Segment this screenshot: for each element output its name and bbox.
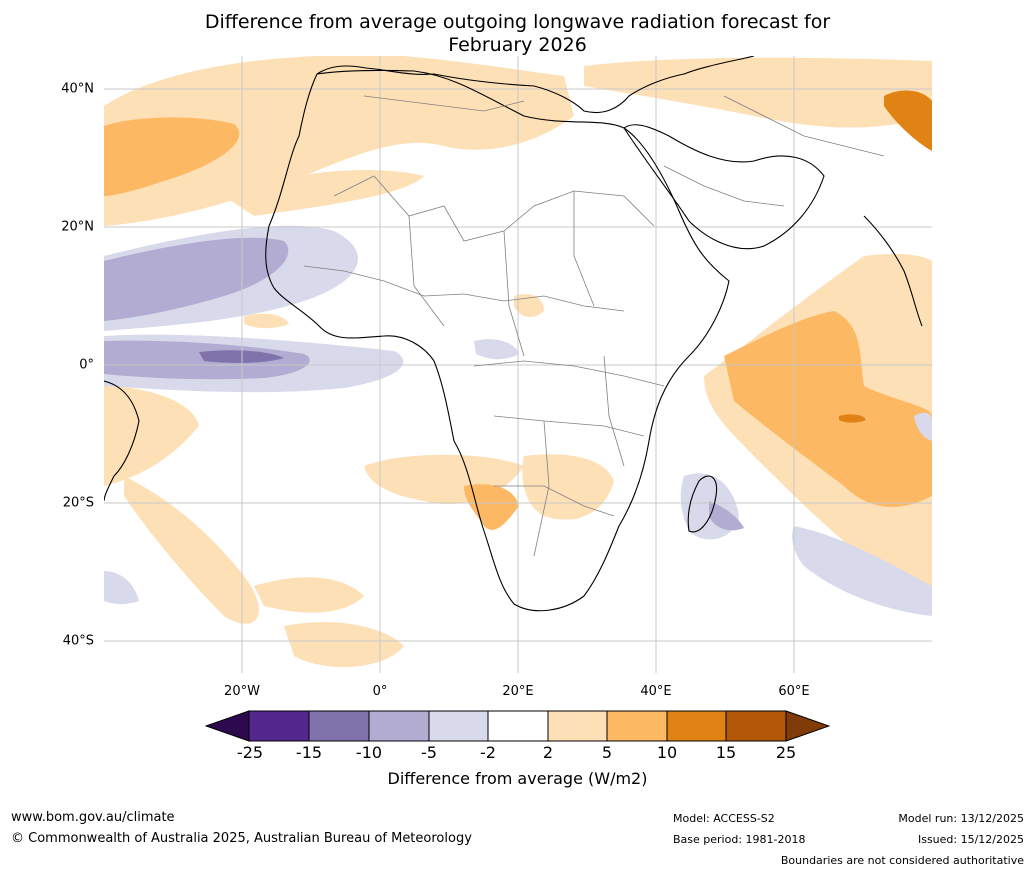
positive-anomaly-region xyxy=(514,294,544,318)
india-coastline xyxy=(863,215,923,327)
africa-coastline xyxy=(265,69,730,612)
colorbar-tick: -5 xyxy=(421,743,437,762)
lat-label-40s: 40°S xyxy=(62,633,94,649)
colorbar-tick: 5 xyxy=(601,743,613,762)
colorbar-bin xyxy=(308,710,370,742)
footer-copyright: © Commonwealth of Australia 2025, Austra… xyxy=(11,831,472,846)
colorbar-bin xyxy=(547,710,608,742)
peak-positive-anomaly-region xyxy=(884,90,932,151)
positive-anomaly-region xyxy=(584,57,932,128)
colorbar-bin xyxy=(368,710,430,742)
country-border xyxy=(723,95,885,157)
coastlines xyxy=(104,56,923,612)
strong-positive-anomaly-region xyxy=(724,311,932,507)
colorbar-bin xyxy=(248,710,310,742)
lat-label-equator: 0° xyxy=(79,357,94,373)
negative-anomaly-region xyxy=(474,339,519,360)
anomaly-shading xyxy=(104,56,932,668)
country-border xyxy=(573,191,595,307)
colorbar-tick: -15 xyxy=(295,743,323,762)
chart-title-line-1: Difference from average outgoing longwav… xyxy=(204,11,831,33)
colorbar-bin xyxy=(666,710,727,742)
arabian-peninsula-coastline xyxy=(623,124,825,250)
colorbar-tick: -2 xyxy=(480,743,496,762)
footer-base-period: Base period: 1981-2018 xyxy=(673,833,806,846)
lat-label-20n: 20°N xyxy=(61,219,94,235)
negative-anomaly-region xyxy=(792,526,932,616)
lon-label-20w: 20°W xyxy=(224,684,260,699)
country-border xyxy=(493,415,645,437)
positive-anomaly-region xyxy=(244,313,289,329)
chart-title-line-2: February 2026 xyxy=(448,34,587,56)
lat-label-20s: 20°S xyxy=(62,495,94,511)
colorbar-bin xyxy=(428,710,489,742)
positive-anomaly-region xyxy=(284,622,404,668)
country-border xyxy=(503,230,525,357)
strong-positive-anomaly-region xyxy=(464,484,519,530)
country-border xyxy=(473,360,665,387)
colorbar-bin xyxy=(606,710,668,742)
country-border xyxy=(408,215,445,327)
country-borders xyxy=(303,95,885,557)
colorbar-extend-low xyxy=(205,710,250,742)
positive-anomaly-region xyxy=(124,476,259,624)
negative-anomaly-region xyxy=(104,571,139,605)
positive-anomaly-region xyxy=(254,577,364,613)
colorbar-extend-high xyxy=(785,710,830,742)
moderate-negative-anomaly-region xyxy=(709,501,744,531)
colorbar-label: Difference from average (W/m2) xyxy=(387,769,648,788)
country-border xyxy=(663,165,785,207)
colorbar xyxy=(205,710,830,742)
colorbar-tick: 15 xyxy=(715,743,737,762)
lon-label-0: 0° xyxy=(372,684,388,699)
lon-label-60e: 60°E xyxy=(778,684,810,699)
country-border xyxy=(494,485,615,517)
positive-anomaly-region xyxy=(104,386,199,486)
footer-url[interactable]: www.bom.gov.au/climate xyxy=(11,810,175,825)
graticule xyxy=(104,56,932,673)
colorbar-tick: -10 xyxy=(355,743,383,762)
south-america-coastline xyxy=(104,380,140,502)
colorbar-bin xyxy=(487,710,549,742)
positive-anomaly-region xyxy=(224,170,424,216)
colorbar-bin xyxy=(725,710,787,742)
footer-model-run: Model run: 13/12/2025 xyxy=(898,812,1024,825)
strong-positive-anomaly-region xyxy=(104,117,240,196)
positive-anomaly-region xyxy=(522,454,614,520)
country-border xyxy=(363,95,525,112)
europe-coastline xyxy=(316,56,755,114)
footer-model: Model: ACCESS-S2 xyxy=(673,812,775,825)
lon-label-20e: 20°E xyxy=(502,684,534,699)
country-border xyxy=(533,420,550,557)
negative-anomaly-region xyxy=(914,412,932,441)
colorbar-tick: 10 xyxy=(656,743,678,762)
country-border xyxy=(333,175,655,242)
footer-issued: Issued: 15/12/2025 xyxy=(917,833,1024,846)
madagascar-coastline xyxy=(687,475,718,533)
footer-disclaimer: Boundaries are not considered authoritat… xyxy=(780,854,1024,867)
colorbar-tick: 2 xyxy=(542,743,554,762)
anomaly-map xyxy=(104,56,932,673)
positive-anomaly-region xyxy=(104,56,574,226)
lat-label-40n: 40°N xyxy=(61,81,94,97)
colorbar-tick: 25 xyxy=(775,743,797,762)
colorbar-tick: -25 xyxy=(236,743,264,762)
peak-positive-anomaly-region xyxy=(839,414,866,423)
lon-label-40e: 40°E xyxy=(640,684,672,699)
country-border xyxy=(303,265,625,312)
country-border xyxy=(603,355,625,467)
